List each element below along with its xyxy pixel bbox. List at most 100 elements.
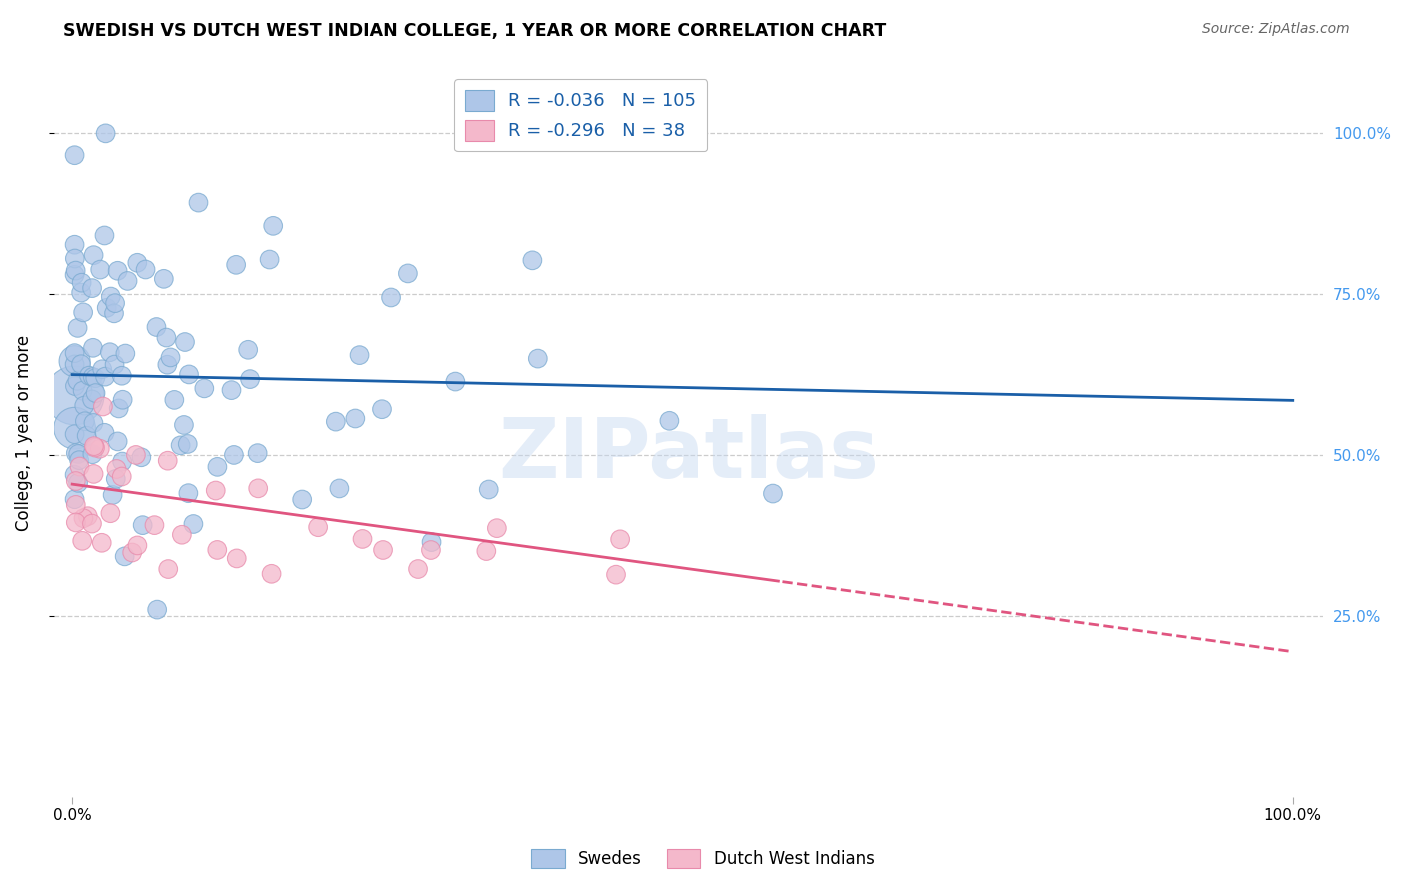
Point <box>157 562 180 576</box>
Point <box>155 330 177 344</box>
Point <box>73 399 96 413</box>
Point <box>63 252 86 266</box>
Point <box>80 516 103 531</box>
Point <box>153 272 176 286</box>
Point <box>63 421 86 435</box>
Point <box>63 268 86 282</box>
Point <box>177 486 200 500</box>
Point <box>762 486 785 500</box>
Point <box>90 536 112 550</box>
Point <box>91 400 114 414</box>
Point <box>63 354 86 368</box>
Point <box>63 467 86 482</box>
Point <box>105 462 128 476</box>
Point <box>103 306 125 320</box>
Point <box>69 459 91 474</box>
Point <box>380 291 402 305</box>
Point <box>80 281 103 295</box>
Point <box>207 543 229 558</box>
Point <box>349 348 371 362</box>
Point <box>70 533 93 548</box>
Point <box>111 454 134 468</box>
Point <box>658 414 681 428</box>
Point <box>221 383 243 397</box>
Point <box>65 474 87 488</box>
Point <box>111 469 134 483</box>
Point <box>98 345 121 359</box>
Text: SWEDISH VS DUTCH WEST INDIAN COLLEGE, 1 YEAR OR MORE CORRELATION CHART: SWEDISH VS DUTCH WEST INDIAN COLLEGE, 1 … <box>63 22 887 40</box>
Point <box>63 492 86 507</box>
Point <box>93 228 115 243</box>
Point <box>107 264 129 278</box>
Point <box>89 262 111 277</box>
Point <box>100 289 122 303</box>
Point <box>77 368 100 383</box>
Point <box>67 453 90 467</box>
Point <box>63 427 86 442</box>
Point <box>127 256 149 270</box>
Point <box>67 447 90 461</box>
Point <box>307 520 329 534</box>
Point <box>159 351 181 365</box>
Point <box>222 448 245 462</box>
Point <box>173 417 195 432</box>
Legend: Swedes, Dutch West Indians: Swedes, Dutch West Indians <box>524 842 882 875</box>
Point <box>101 488 124 502</box>
Point <box>170 527 193 541</box>
Point <box>177 368 200 382</box>
Point <box>247 481 270 495</box>
Point <box>225 258 247 272</box>
Point <box>262 219 284 233</box>
Point <box>70 276 93 290</box>
Point <box>65 498 87 512</box>
Legend: R = -0.036   N = 105, R = -0.296   N = 38: R = -0.036 N = 105, R = -0.296 N = 38 <box>454 79 707 152</box>
Point <box>246 446 269 460</box>
Point <box>72 305 94 319</box>
Point <box>396 267 419 281</box>
Point <box>72 384 94 398</box>
Point <box>605 567 627 582</box>
Point <box>169 438 191 452</box>
Point <box>94 127 117 141</box>
Point <box>84 441 107 455</box>
Point <box>63 358 86 372</box>
Point <box>475 544 498 558</box>
Point <box>91 362 114 376</box>
Point <box>143 518 166 533</box>
Point <box>83 439 105 453</box>
Point <box>73 414 96 428</box>
Point <box>325 415 347 429</box>
Point <box>225 551 247 566</box>
Text: ZIPatlas: ZIPatlas <box>498 414 879 495</box>
Point <box>145 320 167 334</box>
Point <box>114 346 136 360</box>
Point <box>239 372 262 386</box>
Point <box>65 446 87 460</box>
Point <box>107 401 129 416</box>
Point <box>82 370 104 384</box>
Point <box>82 416 104 430</box>
Point <box>183 516 205 531</box>
Point <box>485 521 508 535</box>
Point <box>104 472 127 486</box>
Y-axis label: College, 1 year or more: College, 1 year or more <box>15 334 32 531</box>
Point <box>63 237 86 252</box>
Point <box>76 429 98 443</box>
Point <box>67 475 90 490</box>
Point <box>420 535 443 549</box>
Point <box>100 506 122 520</box>
Point <box>238 343 260 357</box>
Point <box>371 402 394 417</box>
Point <box>121 545 143 559</box>
Point <box>93 425 115 440</box>
Point <box>125 448 148 462</box>
Point <box>104 296 127 310</box>
Point <box>70 357 93 371</box>
Point <box>444 375 467 389</box>
Point <box>478 483 501 497</box>
Point <box>70 285 93 300</box>
Point <box>65 263 87 277</box>
Point <box>66 374 89 388</box>
Point <box>82 447 104 461</box>
Point <box>177 437 200 451</box>
